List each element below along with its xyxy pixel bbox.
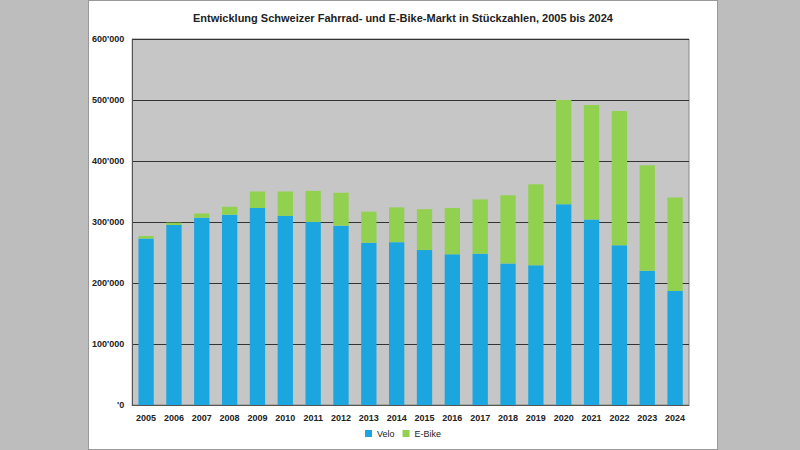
svg-text:2008: 2008 [220,413,240,423]
svg-text:2005: 2005 [136,413,156,423]
svg-text:2019: 2019 [526,413,546,423]
svg-text:2009: 2009 [247,413,267,423]
svg-text:2023: 2023 [637,413,657,423]
svg-text:300'000: 300'000 [92,217,124,227]
svg-text:400'000: 400'000 [92,156,124,166]
svg-text:2018: 2018 [498,413,518,423]
svg-text:2017: 2017 [470,413,490,423]
svg-text:200'000: 200'000 [92,278,124,288]
svg-text:2024: 2024 [665,413,685,423]
svg-text:E-Bike: E-Bike [415,429,442,439]
svg-text:600'000: 600'000 [92,34,124,44]
svg-text:2011: 2011 [303,413,323,423]
svg-text:2010: 2010 [275,413,295,423]
svg-text:2012: 2012 [331,413,351,423]
svg-text:2022: 2022 [609,413,629,423]
svg-text:2015: 2015 [414,413,434,423]
svg-text:Velo: Velo [377,429,395,439]
svg-text:2014: 2014 [387,413,407,423]
svg-text:2016: 2016 [442,413,462,423]
svg-text:2007: 2007 [192,413,212,423]
svg-text:2021: 2021 [582,413,602,423]
svg-text:2006: 2006 [164,413,184,423]
svg-text:500'000: 500'000 [92,95,124,105]
svg-text:2020: 2020 [554,413,574,423]
svg-text:100'000: 100'000 [92,339,124,349]
svg-text:Entwicklung Schweizer Fahrrad-: Entwicklung Schweizer Fahrrad- und E-Bik… [193,12,614,24]
svg-text:'0: '0 [117,400,124,410]
svg-text:2013: 2013 [359,413,379,423]
